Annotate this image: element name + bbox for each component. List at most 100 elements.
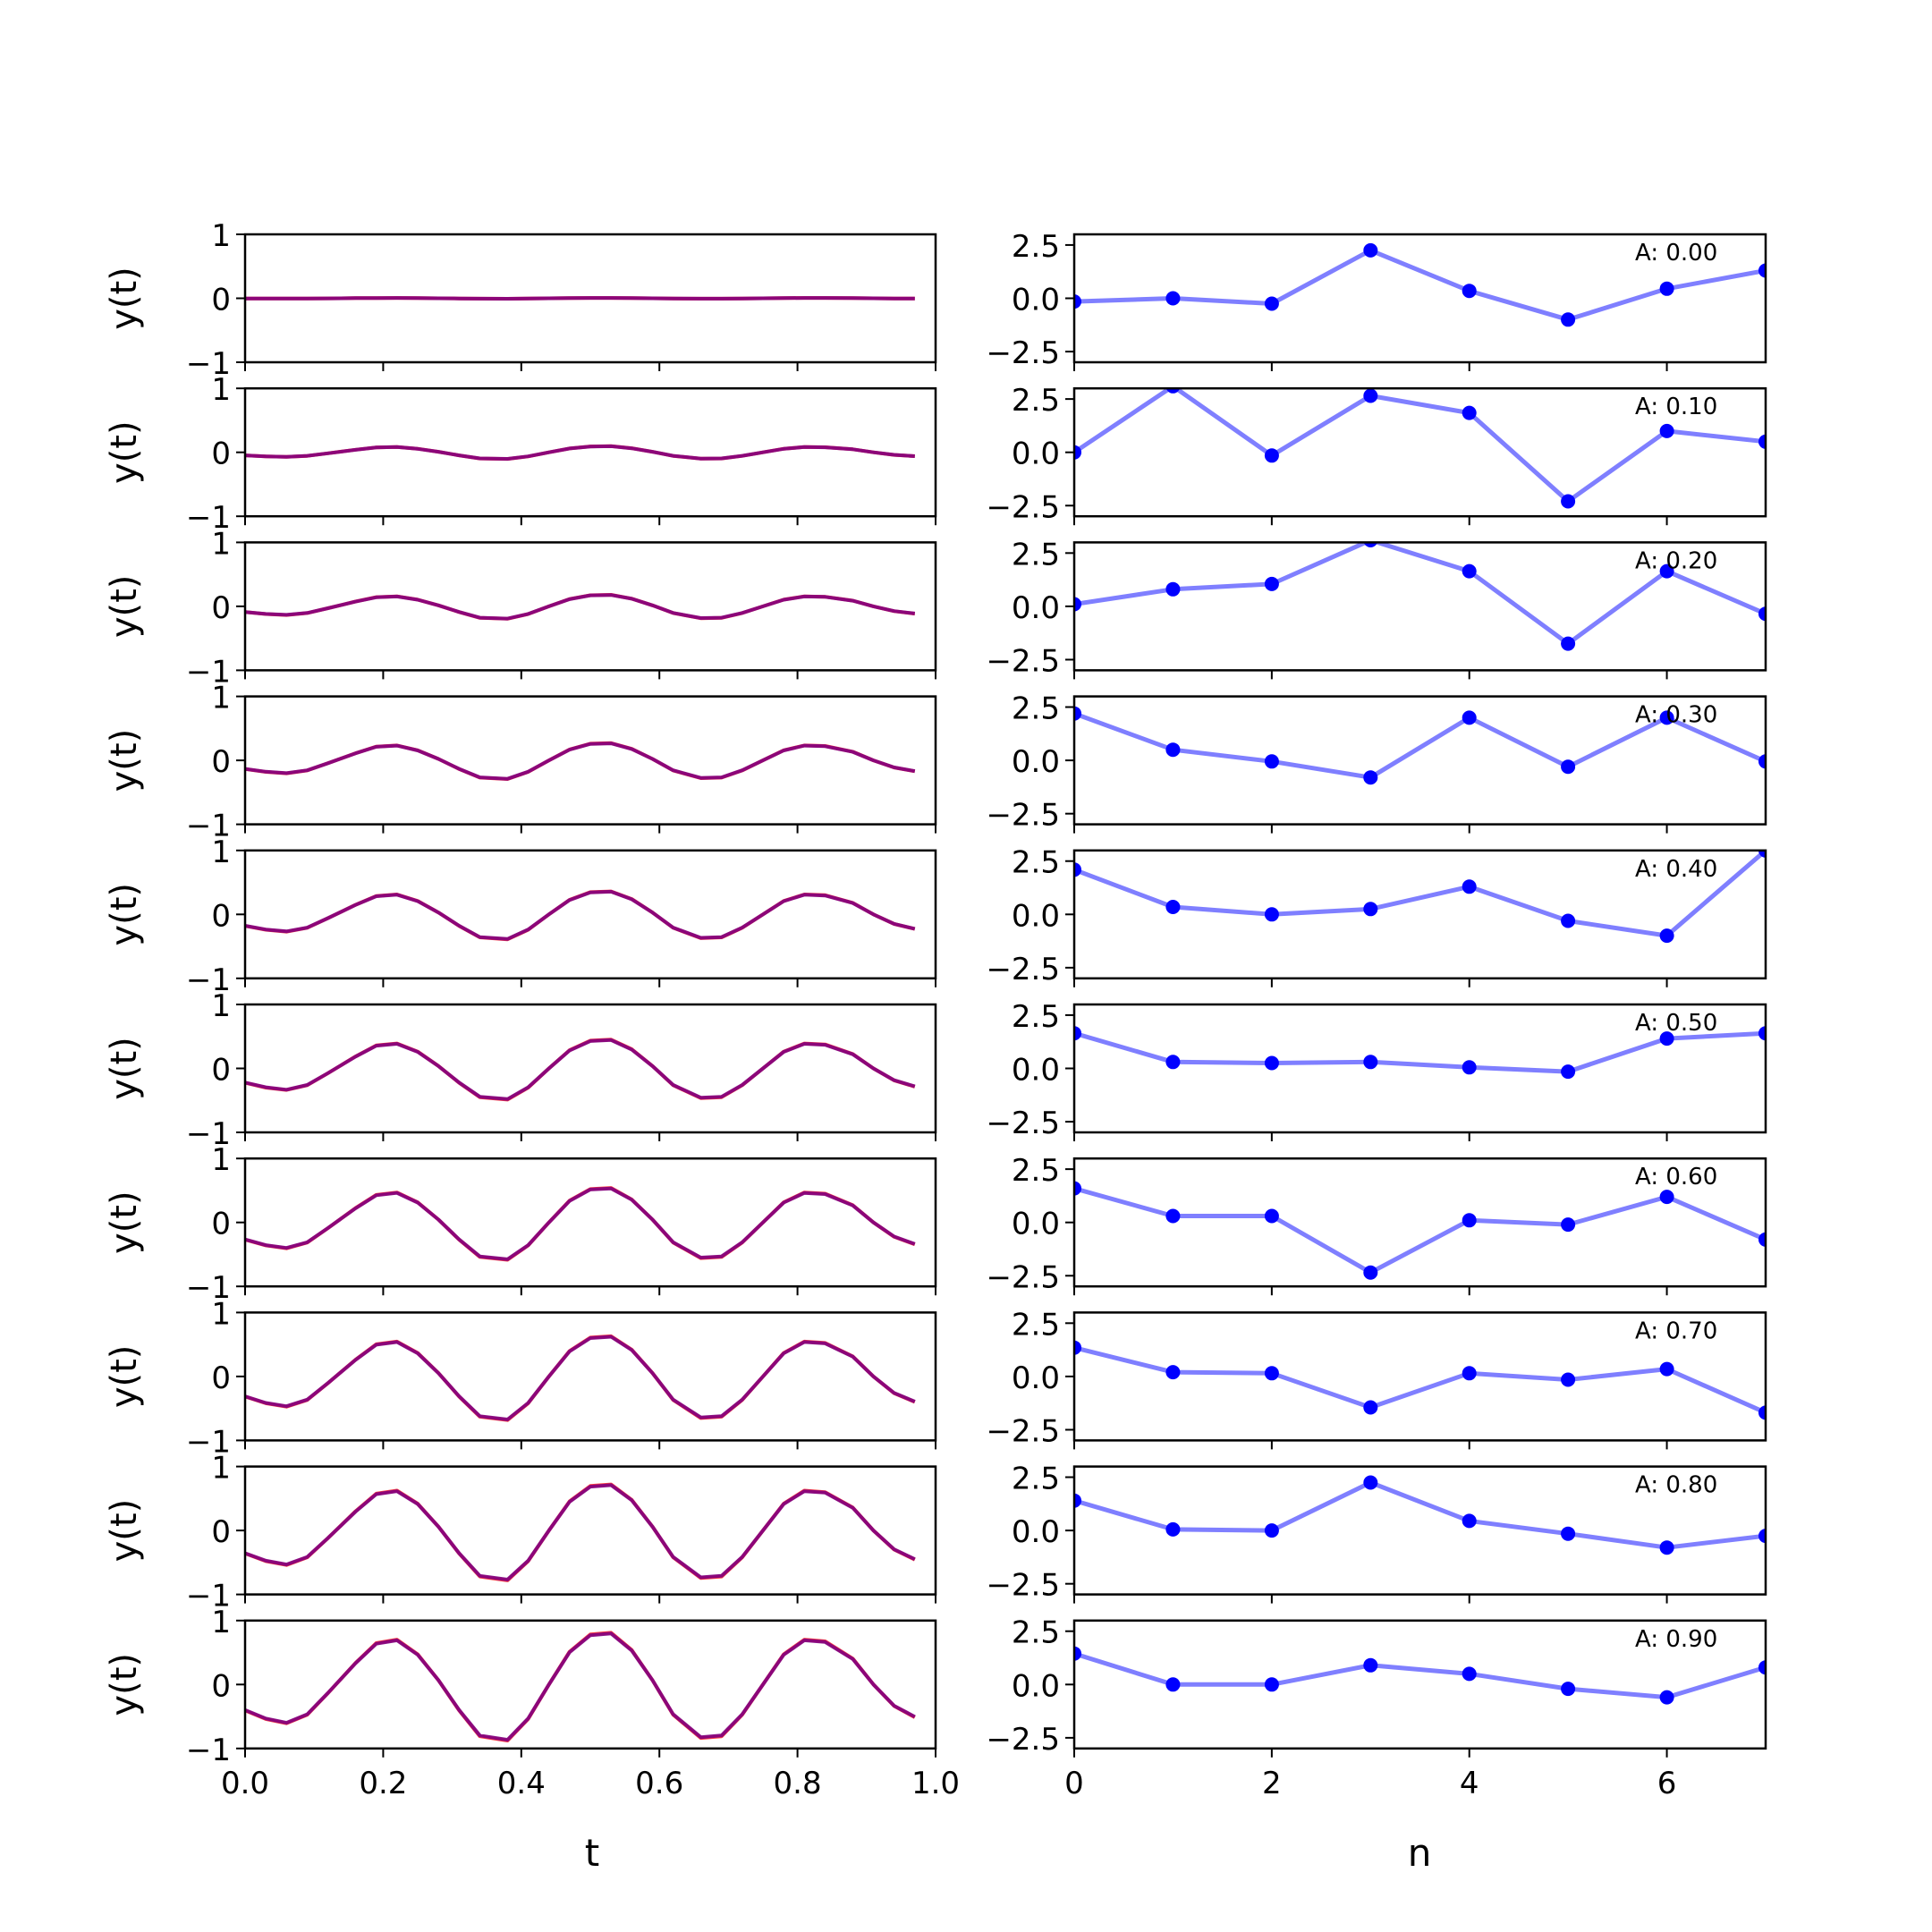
left-curve-purple-7: [244, 1335, 916, 1421]
right-point-3-5: [1561, 759, 1576, 775]
right-point-7-1: [1165, 1365, 1181, 1380]
left-ytick-label-1-2: −1: [186, 500, 231, 536]
right-point-3-0: [1074, 706, 1081, 721]
right-series-line-2: [1074, 542, 1766, 647]
right-plot-area-3: [1074, 706, 1766, 785]
right-point-5-1: [1165, 1055, 1181, 1070]
left-ytick-label-9-2: −1: [186, 1733, 231, 1768]
right-point-7-3: [1363, 1400, 1378, 1415]
right-point-4-6: [1659, 928, 1674, 944]
right-ytick-label-3-1: 0.0: [1012, 744, 1060, 780]
right-ytick-label-4-1: 0.0: [1012, 898, 1060, 934]
left-xtick-label-4: 0.8: [774, 1766, 822, 1801]
right-series-line-9: [1074, 1651, 1766, 1700]
right-annotation-3: A: 0.30: [1635, 702, 1717, 729]
right-annotation-0: A: 0.00: [1635, 240, 1717, 267]
right-ytick-label-3-0: 2.5: [1012, 691, 1060, 727]
left-ytick-label-5-0: 1: [211, 988, 231, 1024]
right-point-4-1: [1165, 900, 1181, 914]
left-subplot-9: 1 0 −1 y(t): [104, 1605, 937, 1768]
right-ytick-label-7-2: −2.5: [986, 1413, 1060, 1449]
right-xtick-label-3: 6: [1657, 1766, 1677, 1801]
left-subplot-6: 1 0 −1 y(t): [104, 1142, 937, 1306]
right-point-3-6: [1659, 710, 1674, 725]
right-point-1-2: [1264, 448, 1279, 463]
left-ytick-label-4-1: 0: [211, 898, 231, 934]
right-subplot-4: 2.5 0.0 −2.5 A: 0.40: [986, 845, 1767, 987]
right-point-9-5: [1561, 1682, 1576, 1697]
right-point-1-6: [1659, 423, 1674, 438]
left-ylabel-4: y(t): [104, 883, 145, 946]
left-ylabel-6: y(t): [104, 1191, 145, 1254]
right-ytick-label-8-0: 2.5: [1012, 1462, 1060, 1497]
left-ylabel-1: y(t): [104, 420, 145, 484]
left-curve-purple-3: [244, 741, 916, 781]
right-point-5-0: [1074, 1026, 1081, 1041]
left-ytick-label-2-0: 1: [211, 526, 231, 562]
right-axes-frame-4: [1072, 849, 1767, 980]
right-plot-area-7: [1074, 1340, 1766, 1420]
left-curve-purple-8: [244, 1483, 916, 1581]
left-x-axis-label: t: [585, 1831, 599, 1875]
right-point-7-0: [1074, 1340, 1081, 1355]
left-ytick-label-2-1: 0: [211, 590, 231, 626]
right-point-1-0: [1074, 445, 1081, 460]
left-axes-frame-2: [243, 541, 937, 672]
right-axes-frame-2: [1072, 541, 1767, 672]
right-point-6-5: [1561, 1217, 1576, 1233]
right-point-7-2: [1264, 1366, 1279, 1381]
right-point-9-4: [1462, 1666, 1477, 1682]
right-point-3-2: [1264, 754, 1279, 769]
left-ytick-label-4-0: 1: [211, 835, 231, 870]
right-ytick-label-6-1: 0.0: [1012, 1207, 1060, 1242]
right-ytick-label-8-1: 0.0: [1012, 1514, 1060, 1550]
right-subplot-2: 2.5 0.0 −2.5 A: 0.20: [986, 537, 1767, 679]
left-ytick-label-2-2: −1: [186, 654, 231, 690]
right-point-4-0: [1074, 862, 1081, 877]
right-ytick-label-2-1: 0.0: [1012, 590, 1060, 626]
right-annotation-8: A: 0.80: [1635, 1472, 1717, 1499]
right-point-9-7: [1758, 1660, 1766, 1675]
right-ytick-label-3-2: −2.5: [986, 798, 1060, 834]
left-subplot-5: 1 0 −1 y(t): [104, 988, 937, 1152]
right-series-line-1: [1074, 388, 1766, 504]
left-ytick-label-1-0: 1: [211, 372, 231, 408]
right-axes-frame-6: [1072, 1157, 1767, 1288]
right-ytick-label-2-0: 2.5: [1012, 537, 1060, 572]
right-xtick-label-2: 4: [1460, 1766, 1479, 1801]
right-point-4-3: [1363, 902, 1378, 917]
left-subplot-0: 1 0 −1 y(t): [104, 218, 937, 382]
right-point-2-2: [1264, 576, 1279, 591]
right-ytick-label-6-2: −2.5: [986, 1259, 1060, 1295]
left-axes-frame-4: [243, 849, 937, 980]
right-plot-area-1: [1074, 388, 1766, 509]
left-ylabel-7: y(t): [104, 1345, 145, 1409]
left-ytick-label-7-1: 0: [211, 1360, 231, 1396]
left-ytick-label-8-0: 1: [211, 1451, 231, 1487]
right-point-9-6: [1659, 1690, 1674, 1705]
right-ytick-label-1-2: −2.5: [986, 489, 1060, 525]
left-ylabel-3: y(t): [104, 729, 145, 792]
right-ytick-label-9-1: 0.0: [1012, 1668, 1060, 1704]
left-subplot-1: 1 0 −1 y(t): [104, 372, 937, 536]
right-subplot-1: 2.5 0.0 −2.5 A: 0.10: [986, 383, 1767, 525]
left-axes-frame-8: [243, 1465, 937, 1596]
right-plot-area-8: [1074, 1475, 1766, 1555]
right-annotation-2: A: 0.20: [1635, 547, 1717, 574]
right-x-axis-label: n: [1408, 1831, 1432, 1875]
left-curve-purple-6: [244, 1186, 916, 1261]
left-ytick-label-6-1: 0: [211, 1207, 231, 1242]
right-plot-area-2: [1074, 542, 1766, 651]
right-point-1-3: [1363, 388, 1378, 403]
right-annotation-1: A: 0.10: [1635, 394, 1717, 420]
left-axes-frame-7: [243, 1311, 937, 1442]
right-point-6-2: [1264, 1208, 1279, 1224]
right-subplot-0: 2.5 0.0 −2.5 A: 0.00: [986, 229, 1767, 371]
right-point-5-3: [1363, 1055, 1378, 1070]
right-point-2-1: [1165, 581, 1181, 597]
right-point-4-4: [1462, 879, 1477, 894]
left-ytick-label-7-2: −1: [186, 1424, 231, 1460]
right-series-line-3: [1074, 711, 1766, 780]
right-axes-frame-1: [1072, 386, 1767, 518]
